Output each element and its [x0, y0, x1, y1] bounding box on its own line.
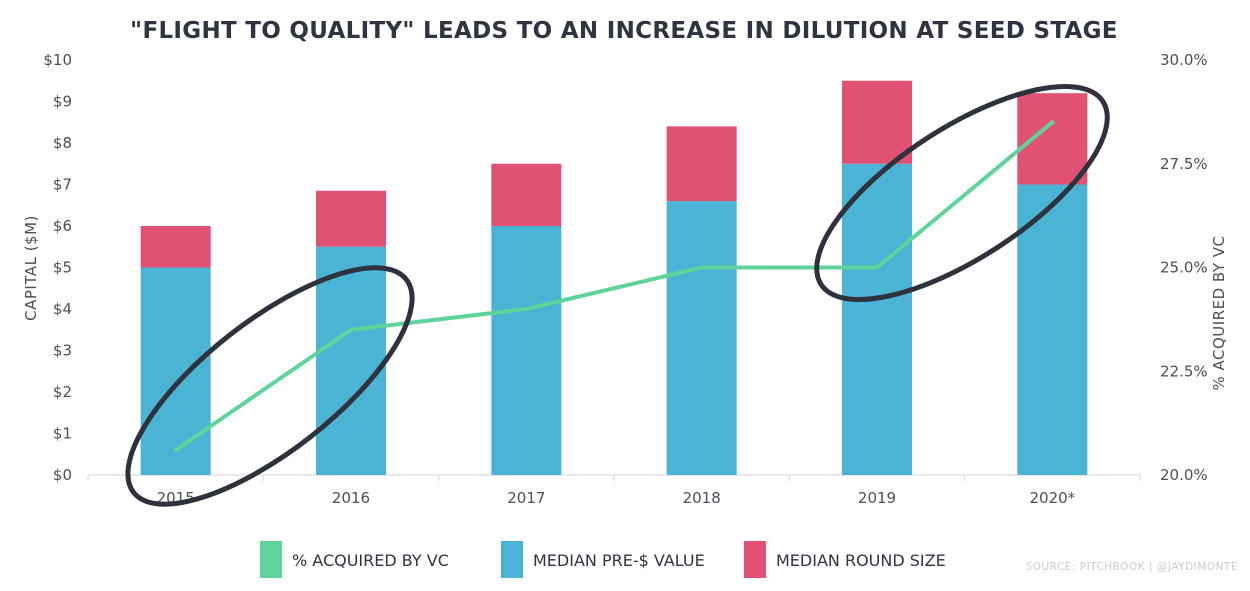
y-tick-label: $5: [53, 259, 72, 277]
y2-tick-label: 25.0%: [1160, 259, 1208, 277]
y-axis-title: CAPITAL ($M): [22, 215, 40, 321]
y-tick-label: $8: [53, 134, 72, 152]
bar-round-size: [491, 163, 562, 226]
legend-swatch-round-size: [744, 541, 766, 578]
bar-pre-value: [491, 226, 562, 475]
y-tick-label: $3: [53, 342, 72, 360]
bar-round-size: [666, 126, 737, 202]
y2-axis-title: % ACQUIRED BY VC: [1210, 235, 1228, 390]
left-axis-ticks: $0 $1 $2 $3 $4 $5 $6 $7 $8 $9 $10: [43, 51, 72, 484]
chart-title: "FLIGHT TO QUALITY" LEADS TO AN INCREASE…: [130, 18, 1118, 44]
line-acquired-by-vc: [173, 120, 1055, 453]
legend-label-line: % ACQUIRED BY VC: [292, 551, 449, 570]
x-tick-label: 2018: [683, 489, 721, 507]
legend-label-pre-value: MEDIAN PRE-$ VALUE: [533, 551, 705, 570]
legend: % ACQUIRED BY VC MEDIAN PRE-$ VALUE MEDI…: [260, 541, 946, 578]
source-note: SOURCE: PITCHBOOK | @JAYDIMONTE: [1026, 561, 1238, 573]
x-tick-label: 2016: [332, 489, 370, 507]
x-tick-label: 2020*: [1029, 489, 1075, 507]
bar-pre-value: [1017, 184, 1088, 475]
y2-tick-label: 22.5%: [1160, 362, 1208, 380]
bar-pre-value: [316, 246, 386, 475]
right-axis-ticks: 20.0% 22.5% 25.0% 27.5% 30.0%: [1160, 51, 1208, 484]
y-tick-label: $2: [53, 383, 72, 401]
annotation-ellipse-1: [125, 265, 415, 507]
bar-round-size: [842, 80, 912, 164]
y2-tick-label: 27.5%: [1160, 155, 1208, 173]
y-tick-label: $6: [53, 217, 72, 235]
y2-tick-label: 20.0%: [1160, 466, 1208, 484]
bars: [140, 80, 1088, 475]
legend-swatch-pre-value: [501, 541, 523, 578]
bar-pre-value: [666, 201, 737, 475]
x-tick-label: 2019: [858, 489, 896, 507]
bar-round-size: [316, 190, 386, 247]
bar-round-size: [140, 226, 211, 268]
y2-tick-label: 30.0%: [1160, 51, 1208, 69]
bar-pre-value: [140, 267, 211, 475]
y-tick-label: $4: [53, 300, 72, 318]
annotation-ellipse-2: [814, 83, 1110, 303]
y-tick-label: $10: [43, 51, 72, 69]
legend-swatch-line: [260, 541, 282, 578]
y-tick-label: $7: [53, 176, 72, 194]
y-tick-label: $1: [53, 425, 72, 443]
bar-round-size: [1017, 93, 1088, 185]
line-layer: [173, 120, 1055, 453]
legend-label-round-size: MEDIAN ROUND SIZE: [776, 551, 946, 570]
y-tick-label: $0: [53, 466, 72, 484]
x-tick-label: 2017: [507, 489, 545, 507]
bar-pre-value: [842, 163, 912, 475]
y-tick-label: $9: [53, 93, 72, 111]
